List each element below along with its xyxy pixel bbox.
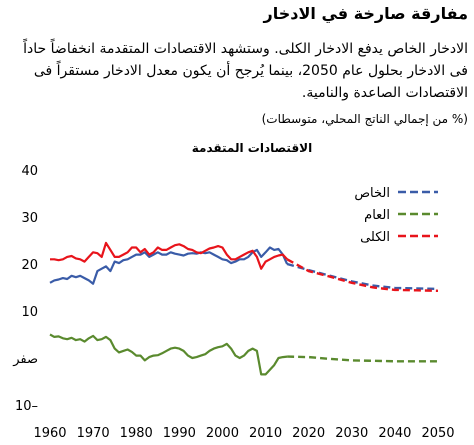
x-tick-label: 1970 — [77, 426, 110, 441]
y-tick-label: 10– — [15, 399, 38, 414]
panel-title: الاقتصادات المتقدمة — [191, 141, 313, 155]
y-tick-label: 30 — [21, 211, 38, 226]
page-title: مفارقة صارخة في الادخار — [263, 4, 468, 23]
x-tick-label: 1980 — [120, 426, 153, 441]
y-tick-label: 40 — [21, 164, 38, 179]
x-tick-label: 2000 — [206, 426, 239, 441]
x-tick-label: 2050 — [421, 426, 454, 441]
y-tick-label: 20 — [21, 258, 38, 273]
x-tick-label: 2020 — [292, 426, 325, 441]
legend-label: العام — [364, 208, 390, 223]
legend-label: الكلى — [360, 230, 390, 245]
series-line-1-historical — [49, 333, 288, 376]
y-tick-label: صفر — [12, 352, 38, 367]
x-tick-label: 2010 — [249, 426, 282, 441]
y-tick-label: 10 — [21, 305, 38, 320]
series-line-1-projection — [287, 355, 438, 363]
series-line-0-historical — [49, 246, 289, 285]
x-tick-label: 1960 — [33, 426, 66, 441]
x-tick-label: 2030 — [335, 426, 368, 441]
x-tick-label: 1990 — [163, 426, 196, 441]
units-note: (% من إجمالي الناتج المحلي، متوسطات) — [261, 112, 468, 126]
series-line-2-historical — [50, 241, 288, 270]
legend-label: الخاص — [354, 186, 390, 201]
series-line-2-projection — [286, 258, 439, 292]
x-tick-label: 2040 — [378, 426, 411, 441]
chart-description: الادخار الخاص يدفع الادخار الكلى. وستشهد… — [23, 41, 468, 101]
